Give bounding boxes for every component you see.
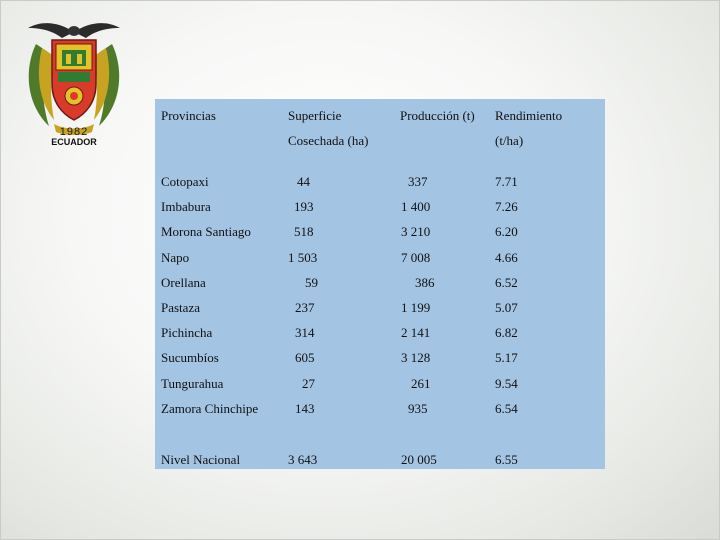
header-superficie-unit: Cosechada (ha) [288,133,369,148]
row-2-produccion: 3 210 [401,224,431,239]
row-6-rendimiento: 6.82 [495,325,518,340]
row-7-rendimiento: 5.17 [495,350,518,365]
row-5-produccion: 1 199 [401,300,431,315]
row-9-superficie: 143 [295,401,315,416]
row-9-provincia: Zamora Chinchipe [161,401,259,416]
row-5-rendimiento: 5.07 [495,300,518,315]
coat-of-arms-logo [28,23,120,135]
row-0-superficie: 44 [297,174,310,189]
row-3-produccion: 7 008 [401,250,431,265]
data-table [155,99,605,469]
header-produccion: Producción (t) [400,108,475,123]
row-1-superficie: 193 [294,199,314,214]
row-0-rendimiento: 7.71 [495,174,518,189]
total-produccion: 20 005 [401,452,437,467]
row-4-produccion: 386 [415,275,435,290]
row-5-superficie: 237 [295,300,315,315]
row-8-rendimiento: 9.54 [495,376,518,391]
row-4-superficie: 59 [305,275,318,290]
row-1-produccion: 1 400 [401,199,431,214]
row-6-produccion: 2 141 [401,325,431,340]
row-9-produccion: 935 [408,401,428,416]
row-7-produccion: 3 128 [401,350,431,365]
emblem-year: 1982 [59,126,89,138]
header-provincias: Provincias [161,108,216,123]
row-2-superficie: 518 [294,224,314,239]
header-rendimiento: Rendimiento [495,108,563,123]
row-9-rendimiento: 6.54 [495,401,518,416]
row-7-superficie: 605 [295,350,315,365]
row-2-provincia: Morona Santiago [161,224,251,239]
row-0-provincia: Cotopaxi [161,174,209,189]
row-4-rendimiento: 6.52 [495,275,518,290]
row-6-superficie: 314 [295,325,315,340]
row-8-superficie: 27 [302,376,315,391]
total-superficie: 3 643 [288,452,318,467]
row-8-produccion: 261 [411,376,431,391]
row-1-provincia: Imbabura [161,199,211,214]
row-5-provincia: Pastaza [161,300,200,315]
row-3-superficie: 1 503 [288,250,318,265]
total-rendimiento: 6.55 [495,452,518,467]
row-4-provincia: Orellana [161,275,206,290]
row-3-rendimiento: 4.66 [495,250,518,265]
row-7-provincia: Sucumbíos [161,350,219,365]
row-3-provincia: Napo [161,250,190,265]
total-provincia: Nivel Nacional [161,452,241,467]
row-0-produccion: 337 [408,174,428,189]
header-superficie: Superficie [288,108,342,123]
row-6-provincia: Pichincha [161,325,213,340]
emblem-country: ECUADOR [51,137,97,147]
row-1-rendimiento: 7.26 [495,199,518,214]
row-8-provincia: Tungurahua [161,376,224,391]
header-rendimiento-unit: (t/ha) [495,133,524,148]
row-2-rendimiento: 6.20 [495,224,518,239]
